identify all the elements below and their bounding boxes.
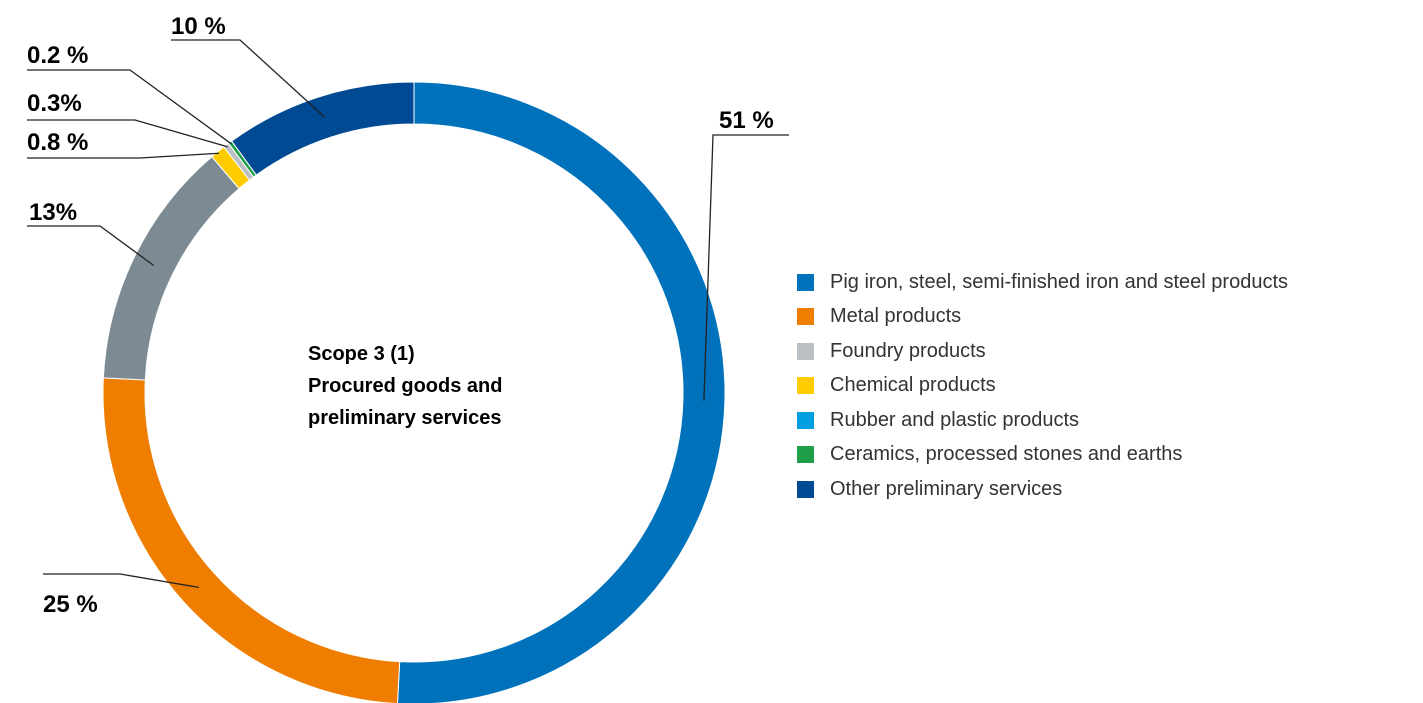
legend-label: Other preliminary services	[830, 477, 1063, 500]
leader-line-rubber-plastic	[27, 119, 228, 148]
slice-label-rubber-plastic: 0.3%	[27, 90, 82, 117]
slice-label-pig-iron: 51 %	[719, 107, 774, 134]
label-leader-lines	[27, 39, 789, 589]
donut-slices	[102, 81, 726, 703]
legend-swatch	[797, 377, 814, 395]
legend-label: Rubber and plastic products	[830, 408, 1080, 431]
donut-slice-other-services	[230, 81, 415, 176]
center-title-line-2: Procured goods and	[308, 375, 503, 397]
legend-swatch	[797, 342, 814, 360]
center-title-line-3: preliminary services	[308, 407, 502, 429]
legend-label: Foundry products	[830, 339, 986, 362]
slice-label-chemical-products: 0.8 %	[27, 129, 88, 156]
donut-slice-foundry-products	[102, 156, 240, 381]
chart-center-title: Scope 3 (1) Procured goods and prelimina…	[308, 338, 628, 434]
legend-label: Pig iron, steel, semi-finished iron and …	[830, 270, 1289, 293]
legend-swatch	[797, 446, 814, 464]
legend-item: Foundry products	[797, 334, 1417, 369]
legend-item: Chemical products	[797, 369, 1417, 404]
legend-label: Metal products	[830, 305, 962, 328]
legend-swatch	[797, 480, 814, 498]
slice-label-ceramics: 0.2 %	[27, 42, 88, 69]
legend-item: Other preliminary services	[797, 472, 1417, 507]
leader-line-metal-products	[43, 573, 199, 589]
center-title-line-1: Scope 3 (1)	[308, 343, 415, 365]
leader-line-other-services	[171, 39, 326, 118]
leader-line-ceramics	[27, 69, 232, 145]
slice-label-metal-products: 25 %	[43, 591, 98, 618]
legend-swatch	[797, 411, 814, 429]
legend-item: Metal products	[797, 300, 1417, 335]
leader-line-pig-iron	[703, 134, 789, 401]
legend-swatch	[797, 308, 814, 326]
slice-label-foundry-products: 13%	[29, 199, 77, 226]
slice-label-other-services: 10 %	[171, 13, 226, 40]
legend-swatch	[797, 273, 814, 291]
chart-legend: Pig iron, steel, semi-finished iron and …	[797, 265, 1417, 507]
leader-line-chemical-products	[27, 152, 220, 159]
slice-percentage-labels: 51 % 25 % 13% 0.8 % 0.3% 0.2 % 10 %	[27, 13, 774, 618]
legend-item: Rubber and plastic products	[797, 403, 1417, 438]
legend-label: Ceramics, processed stones and earths	[830, 443, 1183, 466]
legend-label: Chemical products	[830, 374, 996, 397]
donut-slice-pig-iron	[396, 81, 726, 703]
legend-item: Ceramics, processed stones and earths	[797, 438, 1417, 473]
leader-line-foundry-products	[27, 225, 154, 266]
legend-item: Pig iron, steel, semi-finished iron and …	[797, 265, 1417, 300]
